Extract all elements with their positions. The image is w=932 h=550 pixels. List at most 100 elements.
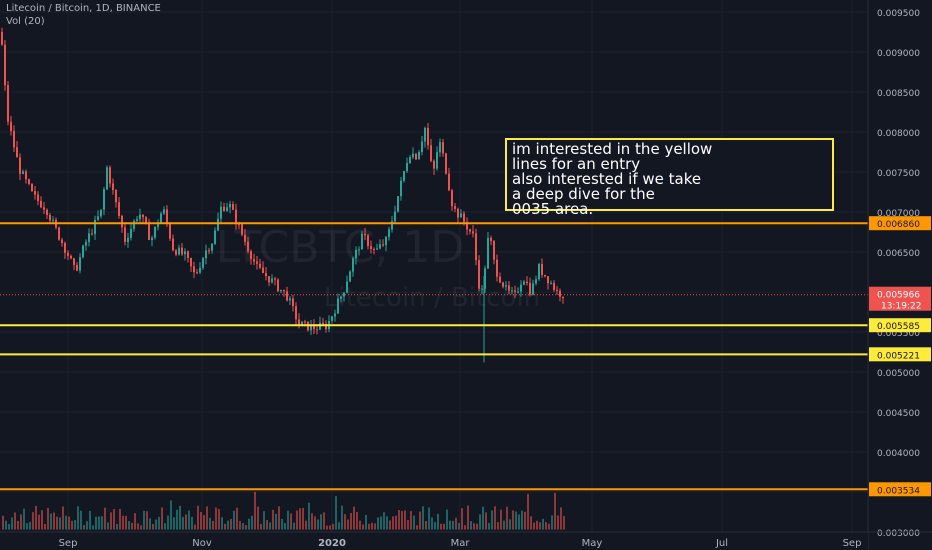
candle-body	[271, 278, 273, 283]
volume-bar	[263, 511, 265, 530]
candle-body	[334, 313, 336, 317]
volume-bar	[386, 516, 388, 530]
volume-bar	[395, 515, 397, 530]
bar-countdown-label: 13:19:22	[881, 302, 921, 312]
candle-body	[148, 223, 150, 240]
candle-body	[184, 251, 186, 255]
candles	[1, 27, 564, 363]
candle-body	[391, 221, 393, 230]
current-price-badge	[869, 286, 931, 311]
candle-body	[412, 153, 414, 158]
volume-bar	[77, 506, 79, 530]
candle-body	[445, 153, 447, 174]
volume-bar	[506, 506, 508, 530]
annotation-box[interactable]: im interested in the yellow lines for an…	[505, 138, 834, 217]
volume-bar	[392, 516, 394, 530]
candle-body	[175, 250, 177, 255]
volume-bar	[461, 508, 463, 530]
candle-body	[154, 226, 156, 238]
volume-bar	[284, 523, 286, 530]
candle-body	[25, 171, 27, 180]
volume-indicator-label: Vol (20)	[6, 16, 45, 27]
candle-body	[97, 216, 99, 220]
candle-body	[421, 141, 423, 152]
volume-bar	[470, 521, 472, 530]
candle-body	[439, 142, 441, 153]
candle-body	[487, 237, 489, 269]
volume-bar	[479, 514, 481, 530]
candle-body	[4, 44, 6, 86]
candle-body	[541, 264, 543, 275]
volume-bar	[122, 515, 124, 530]
volume-bar	[488, 523, 490, 530]
candle-body	[91, 233, 93, 235]
time-tick-label: Sep	[843, 538, 862, 549]
candle-body	[358, 249, 360, 251]
volume-bar	[536, 520, 538, 530]
volume-bar	[38, 514, 40, 530]
volume-bar	[134, 513, 136, 530]
volume-bar	[230, 518, 232, 530]
volume-bar	[542, 518, 544, 530]
candle-body	[193, 266, 195, 273]
candle-body	[562, 296, 564, 299]
volume-bar	[494, 506, 496, 530]
volume-bar	[473, 523, 475, 530]
candle-body	[127, 237, 129, 242]
candle-body	[322, 322, 324, 324]
candle-body	[157, 223, 159, 227]
volume-bar	[356, 511, 358, 530]
time-tick-label: 2020	[318, 538, 346, 549]
candle-body	[274, 278, 276, 280]
candle-body	[556, 289, 558, 291]
volume-bar	[65, 515, 67, 530]
volume-bar	[209, 517, 211, 530]
volume-bar	[380, 516, 382, 530]
candle-body	[481, 288, 483, 290]
volume-bar	[428, 507, 430, 530]
volume-bar	[377, 517, 379, 530]
volume-bar	[110, 512, 112, 530]
candle-body	[37, 194, 39, 201]
candle-body	[244, 234, 246, 242]
candle-body	[106, 167, 108, 190]
candle-body	[364, 233, 366, 236]
volume-bar	[212, 520, 214, 530]
candle-body	[205, 250, 207, 259]
volume-bar	[35, 505, 37, 530]
volume-bar	[401, 511, 403, 530]
volume-bar	[338, 522, 340, 530]
volume-bar	[113, 508, 115, 530]
volume-bar	[143, 510, 145, 530]
volume-bar	[152, 523, 154, 530]
candle-body	[124, 227, 126, 242]
volume-bar	[149, 518, 151, 530]
candle-body	[181, 247, 183, 255]
candle-body	[355, 249, 357, 259]
volume-bar	[239, 521, 241, 530]
candle-body	[64, 242, 66, 253]
candle-body	[370, 246, 372, 249]
candle-body	[286, 291, 288, 301]
volume-bar	[449, 520, 451, 530]
volume-bar	[59, 517, 61, 530]
volume-bar	[170, 500, 172, 530]
volume-bar	[353, 506, 355, 530]
volume-bar	[266, 520, 268, 530]
candle-body	[424, 127, 426, 142]
candle-body	[325, 323, 327, 330]
candle-body	[547, 276, 549, 284]
volume-bar	[287, 510, 289, 530]
chart-title: Litecoin / Bitcoin, 1D, BINANCE	[6, 3, 161, 14]
price-axis: 0.009500 0.009000 0.008500 0.008000 0.007500…	[867, 0, 932, 550]
candle-body	[466, 221, 468, 230]
volume-bar	[365, 514, 367, 530]
volume-bar	[158, 516, 160, 530]
candle-body	[115, 189, 117, 203]
candle-body	[418, 151, 420, 160]
price-tick-label: 0.009500	[877, 9, 920, 19]
volume-bar	[41, 510, 43, 530]
candle-body	[130, 228, 132, 238]
level-price-badge-label: 0.006860	[877, 220, 920, 230]
candle-body	[82, 245, 84, 258]
